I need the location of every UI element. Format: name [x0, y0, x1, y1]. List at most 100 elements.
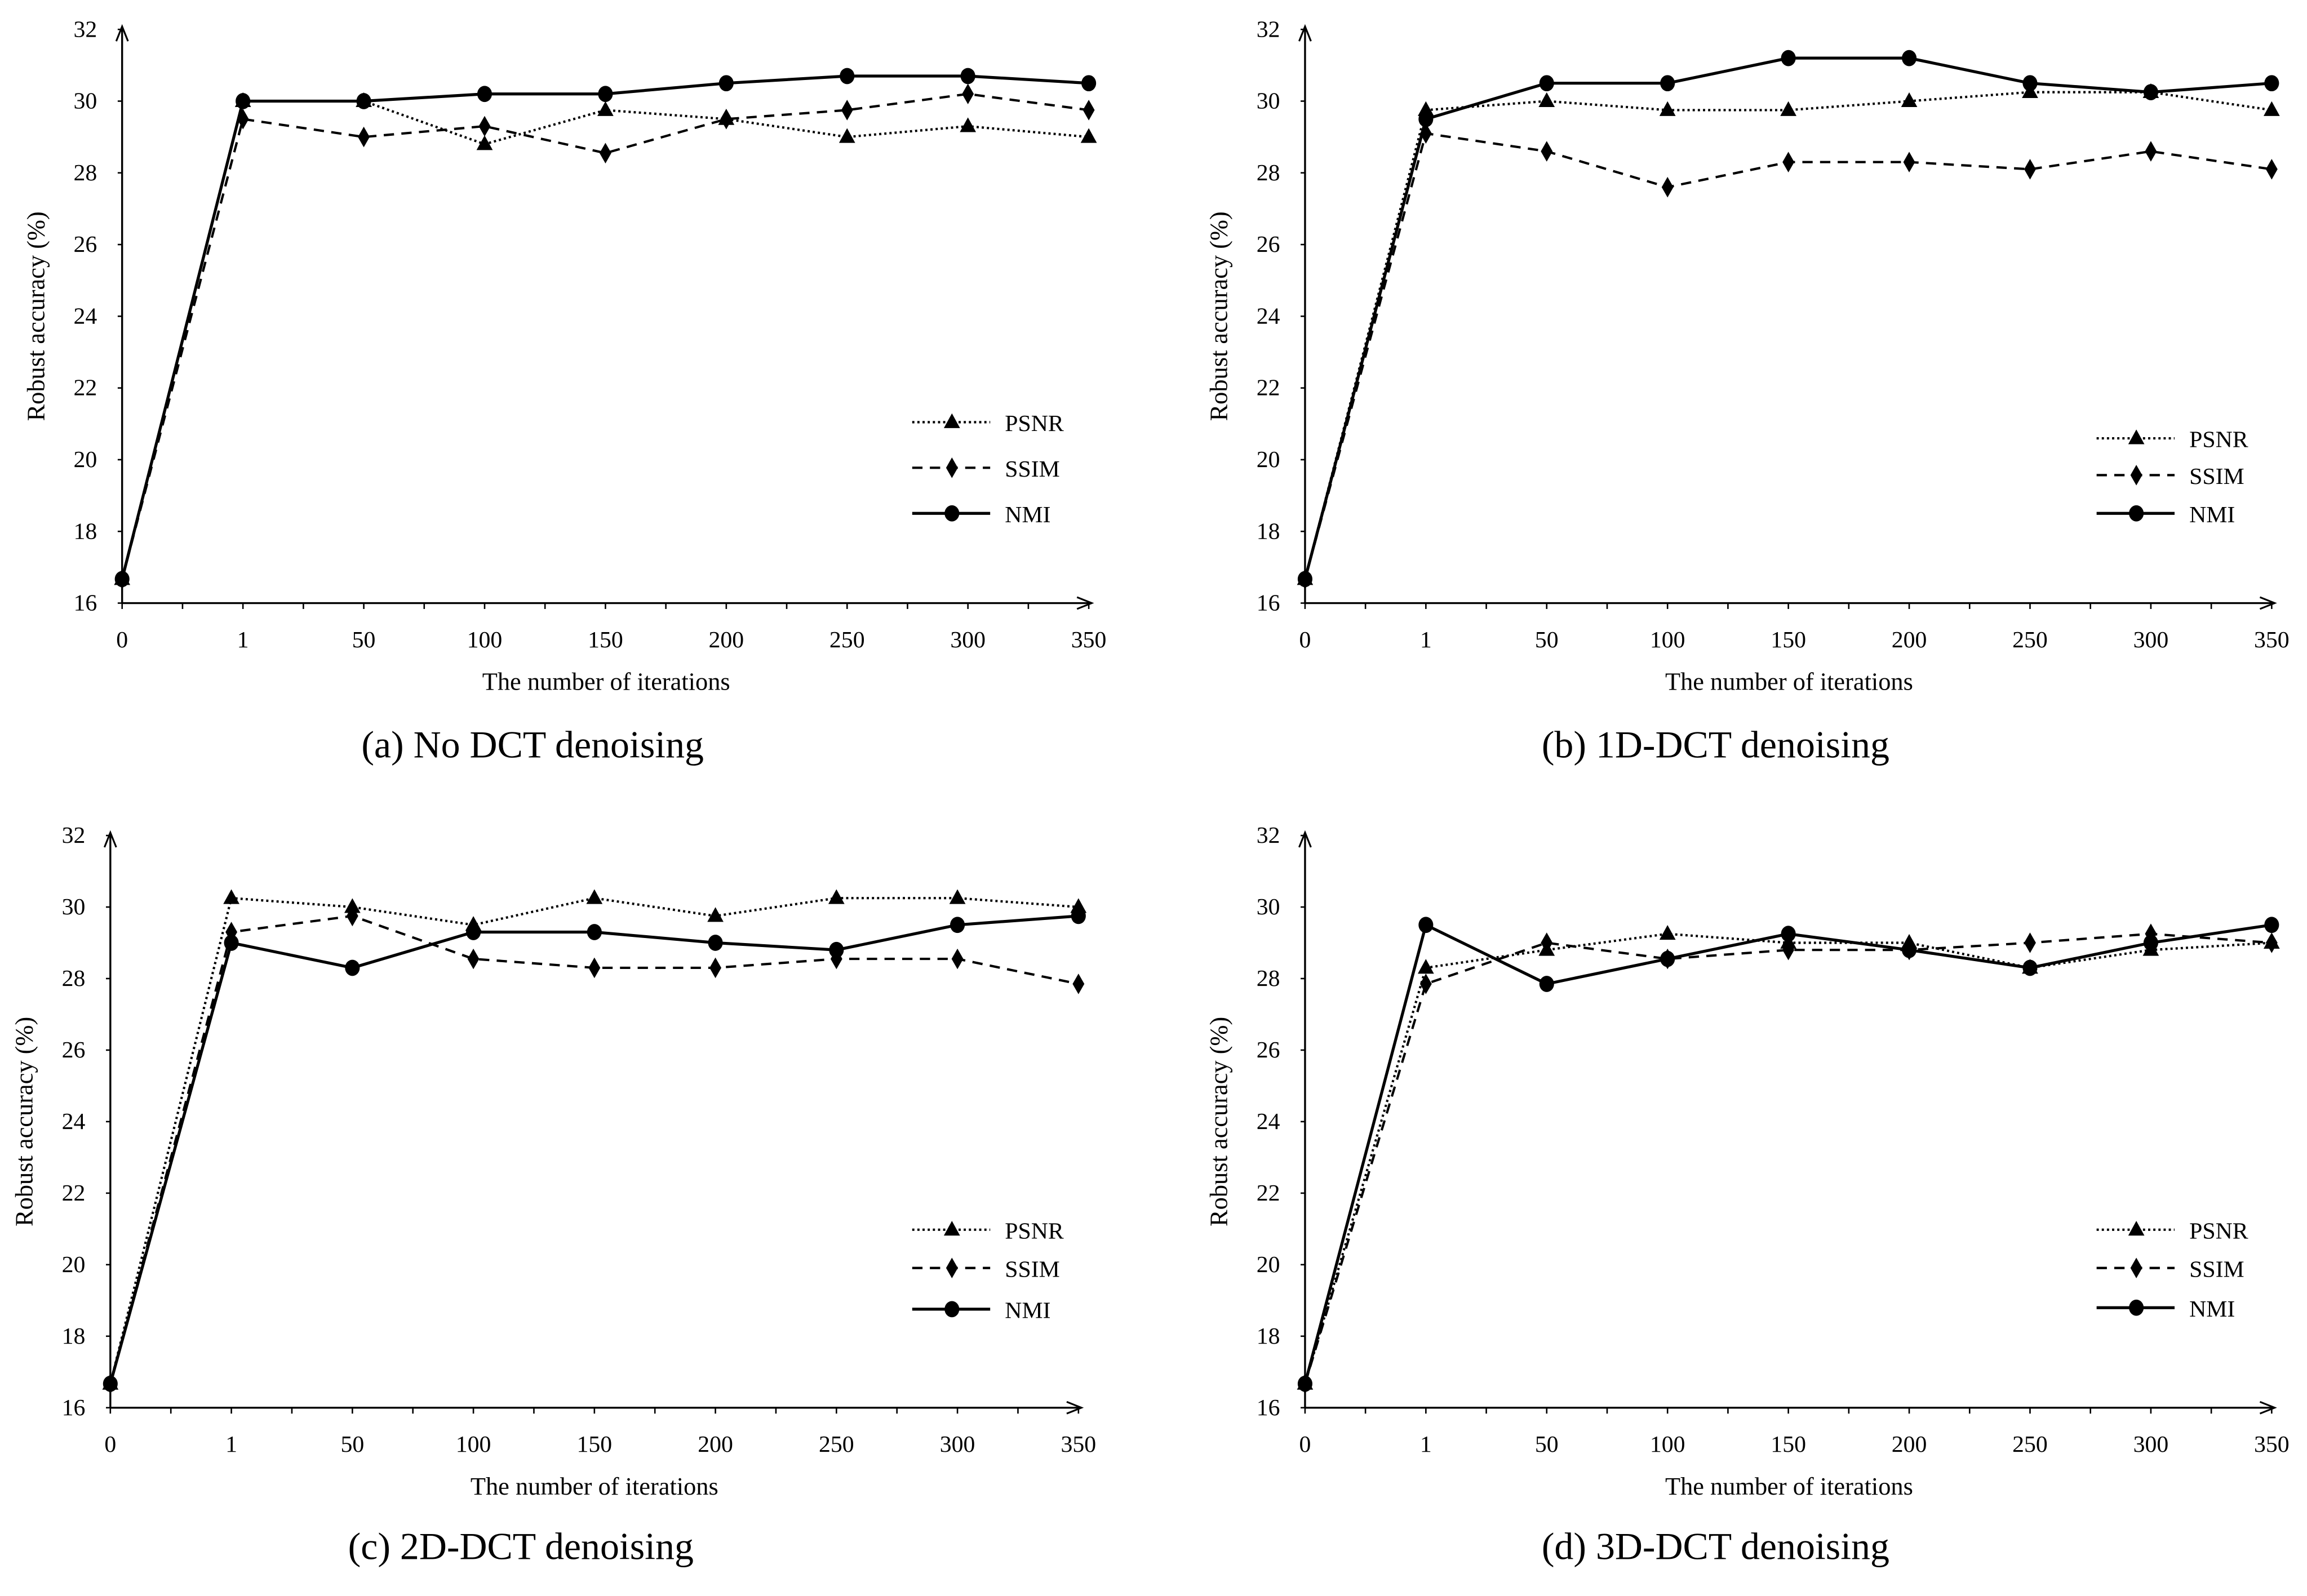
legend-marker-triangle-icon: [2128, 1221, 2145, 1236]
legend-marker-diamond-icon: [946, 1257, 958, 1279]
series-ssim: [1299, 923, 2278, 1394]
data-point-nmi: [708, 935, 723, 951]
data-point-ssim: [1419, 973, 1432, 994]
y-tick-label: 32: [1257, 16, 1280, 42]
data-point-nmi: [236, 93, 251, 109]
y-axis-arrow-icon: [1298, 830, 1312, 848]
series-psnr: [1297, 924, 2280, 1390]
y-tick-label: 26: [1257, 232, 1280, 257]
y-tick-label: 32: [1257, 823, 1280, 848]
data-point-ssim: [1541, 932, 1553, 953]
x-axis-arrow-icon: [1076, 596, 1094, 610]
x-tick-label: 50: [1535, 627, 1559, 653]
data-point-nmi: [718, 75, 734, 92]
x-tick-label: 100: [456, 1431, 491, 1457]
y-axis-arrow-icon: [1298, 24, 1312, 42]
data-point-ssim: [467, 948, 480, 970]
data-point-ssim: [1082, 100, 1095, 121]
data-point-ssim: [1661, 176, 1674, 198]
x-tick-label: 300: [2133, 1431, 2169, 1457]
y-tick-label: 18: [74, 518, 97, 544]
y-tick-label: 22: [62, 1180, 86, 1206]
data-point-psnr: [597, 101, 614, 116]
data-point-ssim: [951, 948, 964, 970]
legend-item-ssim: SSIM: [2096, 1256, 2244, 1282]
x-tick-label: 100: [467, 627, 503, 653]
data-point-nmi: [114, 571, 130, 588]
x-axis-arrow-icon: [1066, 1401, 1084, 1415]
legend-marker-diamond-icon: [946, 457, 958, 478]
series-line-psnr: [1303, 91, 2272, 580]
y-tick-label: 18: [1257, 1323, 1280, 1349]
y-tick-label: 30: [1257, 88, 1280, 114]
legend-item-nmi: NMI: [912, 502, 1051, 528]
data-point-nmi: [1539, 976, 1554, 992]
x-tick-label: 100: [1650, 1431, 1685, 1457]
x-tick-label: 1: [225, 1431, 237, 1457]
y-tick-label: 24: [74, 303, 97, 329]
data-point-nmi: [224, 935, 239, 951]
y-tick-label: 20: [74, 447, 97, 473]
data-point-psnr: [2263, 101, 2280, 116]
data-point-psnr: [828, 889, 845, 904]
series-nmi: [1297, 917, 2279, 1392]
x-tick-label: 150: [1771, 1431, 1806, 1457]
series-line-nmi: [1303, 923, 2272, 1384]
x-tick-label: 0: [116, 627, 128, 653]
x-axis-arrow-icon: [2259, 596, 2277, 610]
legend-marker-triangle-icon: [943, 413, 960, 428]
series-nmi: [114, 68, 1097, 588]
y-tick-label: 20: [1257, 447, 1280, 473]
data-point-psnr: [1659, 101, 1676, 116]
data-point-ssim: [1072, 973, 1085, 994]
data-point-ssim: [841, 100, 853, 121]
data-point-ssim: [358, 126, 370, 148]
y-tick-label: 28: [62, 966, 86, 992]
legend-label: SSIM: [1005, 1256, 1060, 1282]
legend-label: NMI: [2189, 1296, 2235, 1322]
data-point-psnr: [1080, 128, 1097, 143]
y-tick-label: 16: [62, 1395, 86, 1421]
legend-marker-circle-icon: [944, 1301, 960, 1318]
x-tick-label: 350: [1061, 1431, 1097, 1457]
series-ssim: [104, 905, 1085, 1394]
data-point-ssim: [1903, 152, 1915, 172]
legend-label: NMI: [2189, 502, 2235, 528]
y-tick-label: 22: [74, 375, 97, 401]
y-tick-label: 18: [62, 1323, 86, 1349]
data-point-psnr: [1780, 101, 1796, 116]
data-point-psnr: [1901, 92, 1918, 107]
series-nmi: [1297, 50, 2279, 588]
y-tick-label: 32: [74, 16, 97, 42]
y-tick-label: 24: [1257, 1109, 1280, 1135]
data-point-psnr: [1417, 101, 1434, 116]
x-axis-label: The number of iterations: [1665, 1472, 1913, 1500]
series-line-psnr: [109, 896, 1079, 1384]
data-point-ssim: [2145, 141, 2157, 162]
data-point-nmi: [2143, 935, 2158, 951]
x-tick-label: 100: [1650, 627, 1685, 653]
data-point-nmi: [2264, 75, 2279, 92]
data-point-nmi: [345, 959, 360, 976]
legend-item-ssim: SSIM: [2096, 464, 2244, 490]
data-point-nmi: [1660, 75, 1675, 92]
x-tick-label: 0: [1299, 1431, 1311, 1457]
y-tick-label: 30: [74, 88, 97, 114]
y-tick-label: 28: [74, 160, 97, 186]
x-tick-label: 0: [1299, 627, 1311, 653]
data-point-psnr: [707, 907, 724, 922]
chart-caption: (b) 1D-DCT denoising: [1542, 724, 1889, 766]
data-point-nmi: [960, 68, 975, 85]
y-axis-arrow-icon: [103, 830, 117, 848]
data-point-ssim: [588, 957, 601, 979]
legend-item-psnr: PSNR: [2096, 1219, 2248, 1244]
x-tick-label: 200: [698, 1431, 733, 1457]
data-point-nmi: [598, 86, 613, 103]
x-tick-label: 250: [2012, 627, 2048, 653]
y-tick-label: 30: [1257, 894, 1280, 920]
data-point-psnr: [476, 135, 493, 150]
x-tick-label: 300: [940, 1431, 975, 1457]
series-line-ssim: [1303, 932, 2272, 1384]
data-point-ssim: [2024, 159, 2036, 180]
